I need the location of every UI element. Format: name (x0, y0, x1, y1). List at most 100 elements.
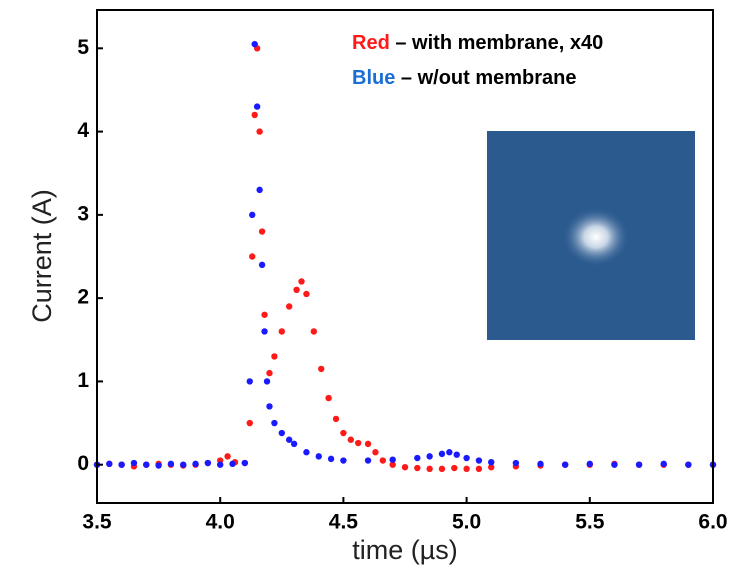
data-point (315, 453, 322, 460)
data-point (379, 457, 387, 464)
data-point (347, 436, 354, 443)
data-point (285, 436, 293, 443)
y-tick-label: 0 (77, 452, 89, 475)
data-point (251, 40, 258, 48)
data-point (451, 464, 458, 472)
x-tick-label: 5.5 (575, 511, 605, 534)
data-point (475, 465, 483, 473)
data-point (285, 303, 293, 310)
data-point (118, 461, 125, 468)
data-point (512, 459, 520, 467)
data-point (426, 465, 433, 473)
data-point (303, 449, 310, 456)
data-point (266, 403, 273, 410)
data-point (180, 461, 187, 468)
data-point (303, 290, 310, 298)
data-point (229, 460, 236, 468)
data-point (258, 228, 266, 235)
y-tick-label: 1 (77, 369, 89, 392)
data-point (278, 328, 285, 335)
data-point (372, 449, 379, 456)
x-tick-label: 4.5 (329, 511, 359, 534)
data-point (271, 353, 278, 360)
data-point (537, 460, 544, 468)
data-point (340, 429, 347, 437)
data-point (446, 449, 453, 456)
data-point (258, 261, 266, 269)
x-tick-label: 3.5 (82, 511, 112, 534)
data-point (298, 278, 305, 285)
data-point (426, 453, 433, 460)
data-point (155, 462, 162, 469)
data-point (224, 453, 231, 460)
data-point (143, 461, 150, 468)
legend-label: – w/out membrane (401, 67, 577, 89)
data-point (251, 111, 258, 119)
data-point (463, 465, 470, 473)
data-point (310, 328, 318, 335)
data-point (660, 460, 667, 468)
data-point (463, 454, 470, 462)
data-point (488, 458, 495, 466)
data-point (249, 211, 256, 219)
data-point (475, 457, 483, 464)
data-point (327, 455, 335, 463)
data-point (249, 253, 256, 260)
x-tick-label: 5.0 (452, 511, 481, 534)
y-tick-label: 5 (77, 36, 89, 59)
data-point (106, 460, 113, 468)
data-point (263, 378, 271, 385)
data-point (261, 328, 268, 335)
data-point (389, 461, 396, 468)
data-point (266, 369, 273, 377)
data-point (130, 459, 138, 467)
data-point (278, 429, 285, 437)
data-point (586, 460, 593, 468)
plot-frame (96, 9, 714, 504)
y-tick-label: 4 (77, 119, 89, 142)
data-point (246, 378, 253, 385)
data-point (414, 464, 421, 472)
data-point (561, 461, 569, 468)
data-point (246, 419, 253, 427)
data-point (253, 103, 261, 110)
inset-spot (562, 207, 630, 267)
data-point (271, 419, 278, 427)
plot-area (93, 40, 717, 473)
data-point (438, 450, 446, 458)
data-point (325, 394, 332, 402)
legend-name: Red (352, 32, 390, 54)
data-point (354, 439, 362, 447)
data-point (414, 454, 421, 462)
data-point (635, 461, 643, 468)
data-point (332, 415, 340, 423)
data-point (167, 460, 175, 468)
data-point (192, 460, 199, 468)
x-tick-label: 4.0 (206, 511, 235, 534)
data-point (364, 457, 372, 464)
y-axis-title: Current (A) (27, 189, 57, 323)
data-point (293, 286, 300, 294)
data-point (318, 365, 325, 373)
data-point (389, 456, 396, 463)
legend-label: – with membrane, x40 (395, 32, 603, 54)
data-point (438, 465, 446, 473)
data-point (488, 463, 495, 471)
y-tick-label: 2 (77, 286, 89, 309)
data-point (217, 461, 224, 468)
x-axis-title: time (µs) (352, 535, 458, 565)
x-tick-label: 6.0 (698, 511, 727, 534)
legend-entry: Red – with membrane, x40 (352, 32, 603, 54)
data-point (256, 186, 263, 194)
data-point (241, 459, 249, 467)
data-point (256, 128, 263, 135)
legend-name: Blue (352, 67, 395, 89)
data-point (685, 461, 692, 468)
legend-entry: Blue – w/out membrane (352, 67, 577, 89)
y-tick-label: 3 (77, 202, 89, 225)
data-point (611, 461, 618, 468)
data-point (401, 463, 409, 471)
data-point (453, 451, 460, 458)
